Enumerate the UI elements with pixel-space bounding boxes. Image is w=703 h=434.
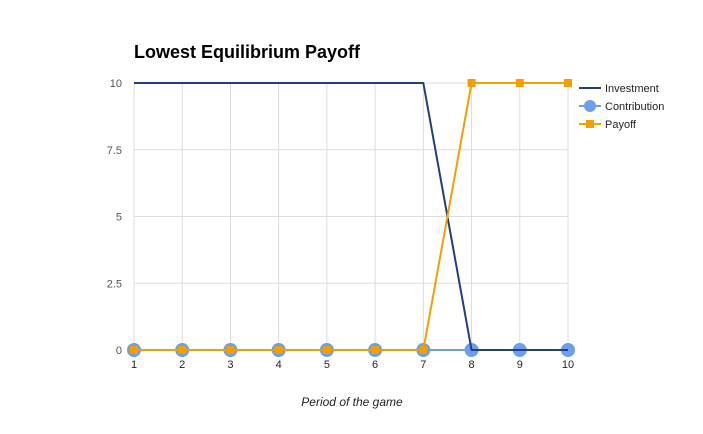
- payoff-point: [322, 346, 331, 354]
- x-tick-label: 8: [468, 359, 474, 371]
- y-tick-label: 7.5: [107, 145, 122, 157]
- y-axis-ticks: 0 2.5 5 7.5 10: [107, 78, 122, 357]
- grid-lines: [133, 82, 569, 351]
- legend: Investment Contribution Payoff: [579, 83, 664, 131]
- payoff-point: [226, 346, 235, 354]
- y-tick-label: 0: [116, 345, 122, 357]
- legend-contribution-label: Contribution: [605, 101, 664, 113]
- payoff-point: [419, 346, 428, 354]
- x-tick-label: 4: [276, 359, 282, 371]
- payoff-point: [467, 79, 476, 87]
- payoff-point: [371, 346, 380, 354]
- investment-line: [134, 82, 568, 351]
- y-tick-label: 5: [116, 212, 122, 224]
- x-axis-ticks: 1 2 3 4 5 6 7 8 9 10: [131, 359, 574, 371]
- x-tick-label: 2: [179, 359, 185, 371]
- legend-payoff-marker: [586, 120, 594, 128]
- chart-title: Lowest Equilibrium Payoff: [134, 42, 361, 62]
- legend-contribution-marker: [584, 100, 596, 112]
- x-tick-label: 7: [420, 359, 426, 371]
- payoff-point: [274, 346, 283, 354]
- payoff-point: [178, 346, 187, 354]
- x-axis-label: Period of the game: [301, 395, 403, 409]
- y-tick-label: 10: [110, 78, 122, 90]
- x-tick-label: 10: [562, 359, 574, 371]
- payoff-point: [130, 346, 138, 354]
- x-tick-label: 6: [372, 359, 378, 371]
- x-tick-label: 1: [131, 359, 137, 371]
- payoff-point: [515, 79, 524, 87]
- x-tick-label: 5: [324, 359, 330, 371]
- x-tick-label: 9: [517, 359, 523, 371]
- series-layer: [127, 79, 575, 357]
- legend-payoff-label: Payoff: [605, 119, 637, 131]
- payoff-line: [134, 82, 568, 351]
- payoff-point: [564, 79, 572, 87]
- legend-investment-label: Investment: [605, 83, 659, 95]
- x-tick-label: 3: [227, 359, 233, 371]
- y-tick-label: 2.5: [107, 278, 122, 290]
